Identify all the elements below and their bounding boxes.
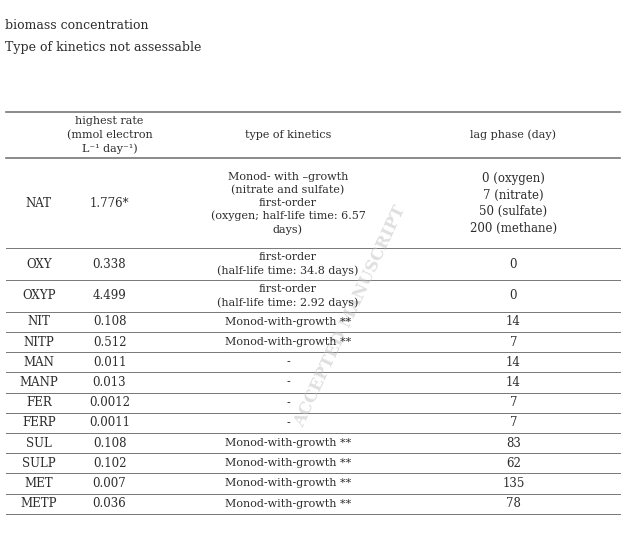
Text: NAT: NAT [26, 197, 52, 210]
Text: FER: FER [26, 396, 52, 409]
Text: 7: 7 [510, 336, 517, 348]
Text: -: - [286, 377, 290, 388]
Text: 14: 14 [506, 316, 521, 328]
Text: Monod-with-growth **: Monod-with-growth ** [225, 478, 351, 489]
Text: Type of kinetics not assessable: Type of kinetics not assessable [5, 41, 202, 54]
Text: 0.108: 0.108 [93, 437, 126, 449]
Text: NITP: NITP [23, 336, 54, 348]
Text: Monod-with-growth **: Monod-with-growth ** [225, 337, 351, 347]
Text: 0.0011: 0.0011 [89, 417, 130, 429]
Text: Monod-with-growth **: Monod-with-growth ** [225, 317, 351, 327]
Text: 0.338: 0.338 [93, 258, 126, 271]
Text: type of kinetics: type of kinetics [245, 130, 331, 140]
Text: 83: 83 [506, 437, 521, 449]
Text: MET: MET [24, 477, 53, 490]
Text: 0.036: 0.036 [93, 497, 126, 510]
Text: 0.512: 0.512 [93, 336, 126, 348]
Text: 0 (oxygen)
7 (nitrate)
50 (sulfate)
200 (methane): 0 (oxygen) 7 (nitrate) 50 (sulfate) 200 … [470, 172, 557, 235]
Text: 0.011: 0.011 [93, 356, 126, 369]
Text: 78: 78 [506, 497, 521, 510]
Text: NIT: NIT [28, 316, 50, 328]
Text: SUL: SUL [26, 437, 52, 449]
Text: Monod- with –growth
(nitrate and sulfate)
first-order
(oxygen; half-life time: 6: Monod- with –growth (nitrate and sulfate… [210, 172, 366, 235]
Text: -: - [286, 357, 290, 367]
Text: 0.013: 0.013 [93, 376, 126, 389]
Text: 4.499: 4.499 [93, 289, 126, 302]
Text: highest rate
(mmol electron
L⁻¹ day⁻¹): highest rate (mmol electron L⁻¹ day⁻¹) [67, 116, 152, 154]
Text: 0.108: 0.108 [93, 316, 126, 328]
Text: 7: 7 [510, 396, 517, 409]
Text: 0.007: 0.007 [93, 477, 126, 490]
Text: 62: 62 [506, 457, 521, 470]
Text: METP: METP [21, 497, 57, 510]
Text: lag phase (day): lag phase (day) [470, 130, 557, 140]
Text: 14: 14 [506, 376, 521, 389]
Text: Monod-with-growth **: Monod-with-growth ** [225, 458, 351, 468]
Text: first-order
(half-life time: 2.92 days): first-order (half-life time: 2.92 days) [217, 284, 359, 308]
Text: OXY: OXY [26, 258, 51, 271]
Text: OXYP: OXYP [22, 289, 56, 302]
Text: MANP: MANP [19, 376, 58, 389]
Text: 0.0012: 0.0012 [89, 396, 130, 409]
Text: 0: 0 [510, 258, 517, 271]
Text: Monod-with-growth **: Monod-with-growth ** [225, 498, 351, 509]
Text: 0.102: 0.102 [93, 457, 126, 470]
Text: 0: 0 [510, 289, 517, 302]
Text: first-order
(half-life time: 34.8 days): first-order (half-life time: 34.8 days) [217, 252, 359, 276]
Text: -: - [286, 397, 290, 408]
Text: Monod-with-growth **: Monod-with-growth ** [225, 438, 351, 448]
Text: ACCEPTED MANUSCRIPT: ACCEPTED MANUSCRIPT [292, 203, 409, 430]
Text: 1.776*: 1.776* [90, 197, 130, 210]
Text: MAN: MAN [23, 356, 54, 369]
Text: -: - [286, 418, 290, 428]
Text: biomass concentration: biomass concentration [5, 19, 148, 32]
Text: 14: 14 [506, 356, 521, 369]
Text: SULP: SULP [22, 457, 56, 470]
Text: 7: 7 [510, 417, 517, 429]
Text: FERP: FERP [22, 417, 56, 429]
Text: 135: 135 [502, 477, 525, 490]
